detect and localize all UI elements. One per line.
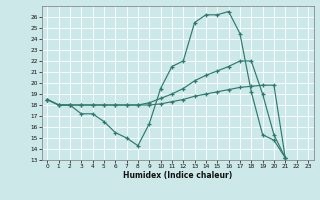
X-axis label: Humidex (Indice chaleur): Humidex (Indice chaleur) (123, 171, 232, 180)
